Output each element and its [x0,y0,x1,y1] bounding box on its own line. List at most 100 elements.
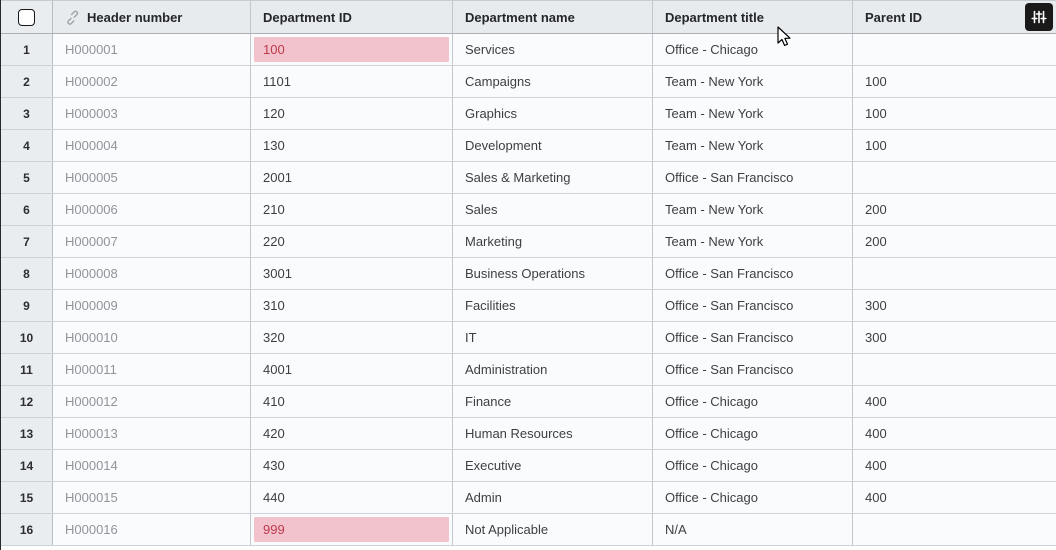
parent-id-cell[interactable]: 400 [853,418,1056,449]
department-id-cell[interactable]: 3001 [251,258,453,289]
department-id-cell[interactable]: 130 [251,130,453,161]
department-name-cell[interactable]: Marketing [453,226,653,257]
department-title-cell[interactable]: Team - New York [653,130,853,161]
row-number-cell[interactable]: 14 [1,450,53,481]
parent-id-cell[interactable] [853,162,1056,193]
row-number-cell[interactable]: 11 [1,354,53,385]
parent-id-cell[interactable] [853,354,1056,385]
department-title-cell[interactable]: Office - San Francisco [653,290,853,321]
row-number-cell[interactable]: 10 [1,322,53,353]
department-id-cell[interactable]: 4001 [251,354,453,385]
department-name-cell[interactable]: Admin [453,482,653,513]
column-header-department-title[interactable]: Department title [653,1,853,33]
department-name-cell[interactable]: Finance [453,386,653,417]
header-number-cell[interactable]: H000015 [53,482,251,513]
header-number-cell[interactable]: H000013 [53,418,251,449]
header-number-cell[interactable]: H000004 [53,130,251,161]
department-id-cell[interactable]: 220 [251,226,453,257]
header-number-cell[interactable]: H000001 [53,34,251,65]
row-number-cell[interactable]: 2 [1,66,53,97]
header-number-cell[interactable]: H000002 [53,66,251,97]
select-all-cell[interactable] [1,1,53,33]
department-id-cell[interactable]: 410 [251,386,453,417]
header-number-cell[interactable]: H000009 [53,290,251,321]
row-number-cell[interactable]: 1 [1,34,53,65]
department-title-cell[interactable]: Office - Chicago [653,418,853,449]
header-number-cell[interactable]: H000006 [53,194,251,225]
department-name-cell[interactable]: Development [453,130,653,161]
department-name-cell[interactable]: Graphics [453,98,653,129]
department-id-cell[interactable]: 100 [251,34,453,65]
select-all-checkbox[interactable] [18,8,35,26]
department-name-cell[interactable]: Facilities [453,290,653,321]
department-id-cell[interactable]: 999 [251,514,453,545]
header-number-cell[interactable]: H000007 [53,226,251,257]
header-number-cell[interactable]: H000005 [53,162,251,193]
parent-id-cell[interactable]: 100 [853,130,1056,161]
parent-id-cell[interactable]: 200 [853,194,1056,225]
department-name-cell[interactable]: Executive [453,450,653,481]
parent-id-cell[interactable]: 400 [853,482,1056,513]
row-number-cell[interactable]: 8 [1,258,53,289]
column-settings-button[interactable] [1025,3,1053,31]
parent-id-cell[interactable] [853,34,1056,65]
department-name-cell[interactable]: Business Operations [453,258,653,289]
header-number-cell[interactable]: H000003 [53,98,251,129]
department-name-cell[interactable]: Human Resources [453,418,653,449]
parent-id-cell[interactable] [853,258,1056,289]
row-number-cell[interactable]: 15 [1,482,53,513]
parent-id-cell[interactable]: 400 [853,450,1056,481]
department-id-cell[interactable]: 210 [251,194,453,225]
department-title-cell[interactable]: Office - Chicago [653,34,853,65]
department-id-cell[interactable]: 440 [251,482,453,513]
header-number-cell[interactable]: H000011 [53,354,251,385]
header-number-cell[interactable]: H000016 [53,514,251,545]
department-title-cell[interactable]: Office - San Francisco [653,322,853,353]
department-title-cell[interactable]: Office - Chicago [653,450,853,481]
column-header-department-id[interactable]: Department ID [251,1,453,33]
department-title-cell[interactable]: Office - San Francisco [653,162,853,193]
column-header-department-name[interactable]: Department name [453,1,653,33]
department-id-cell[interactable]: 120 [251,98,453,129]
department-name-cell[interactable]: Sales & Marketing [453,162,653,193]
department-title-cell[interactable]: Team - New York [653,98,853,129]
parent-id-cell[interactable]: 100 [853,98,1056,129]
department-id-cell[interactable]: 1101 [251,66,453,97]
parent-id-cell[interactable]: 200 [853,226,1056,257]
parent-id-cell[interactable]: 300 [853,322,1056,353]
department-name-cell[interactable]: Sales [453,194,653,225]
column-header-header-number[interactable]: Header number [53,1,251,33]
parent-id-cell[interactable]: 400 [853,386,1056,417]
department-title-cell[interactable]: Office - Chicago [653,482,853,513]
department-name-cell[interactable]: Campaigns [453,66,653,97]
department-name-cell[interactable]: Administration [453,354,653,385]
department-id-cell[interactable]: 320 [251,322,453,353]
column-header-parent-id[interactable]: Parent ID [853,1,1056,33]
parent-id-cell[interactable]: 100 [853,66,1056,97]
row-number-cell[interactable]: 3 [1,98,53,129]
row-number-cell[interactable]: 4 [1,130,53,161]
header-number-cell[interactable]: H000008 [53,258,251,289]
department-id-cell[interactable]: 310 [251,290,453,321]
header-number-cell[interactable]: H000012 [53,386,251,417]
header-number-cell[interactable]: H000014 [53,450,251,481]
department-id-cell[interactable]: 420 [251,418,453,449]
row-number-cell[interactable]: 9 [1,290,53,321]
department-id-cell[interactable]: 430 [251,450,453,481]
row-number-cell[interactable]: 6 [1,194,53,225]
department-title-cell[interactable]: Office - San Francisco [653,258,853,289]
parent-id-cell[interactable] [853,514,1056,545]
department-name-cell[interactable]: Not Applicable [453,514,653,545]
row-number-cell[interactable]: 5 [1,162,53,193]
header-number-cell[interactable]: H000010 [53,322,251,353]
department-title-cell[interactable]: Office - Chicago [653,386,853,417]
row-number-cell[interactable]: 13 [1,418,53,449]
department-title-cell[interactable]: Team - New York [653,194,853,225]
department-id-cell[interactable]: 2001 [251,162,453,193]
department-title-cell[interactable]: N/A [653,514,853,545]
department-title-cell[interactable]: Team - New York [653,226,853,257]
department-name-cell[interactable]: Services [453,34,653,65]
row-number-cell[interactable]: 12 [1,386,53,417]
department-name-cell[interactable]: IT [453,322,653,353]
department-title-cell[interactable]: Team - New York [653,66,853,97]
